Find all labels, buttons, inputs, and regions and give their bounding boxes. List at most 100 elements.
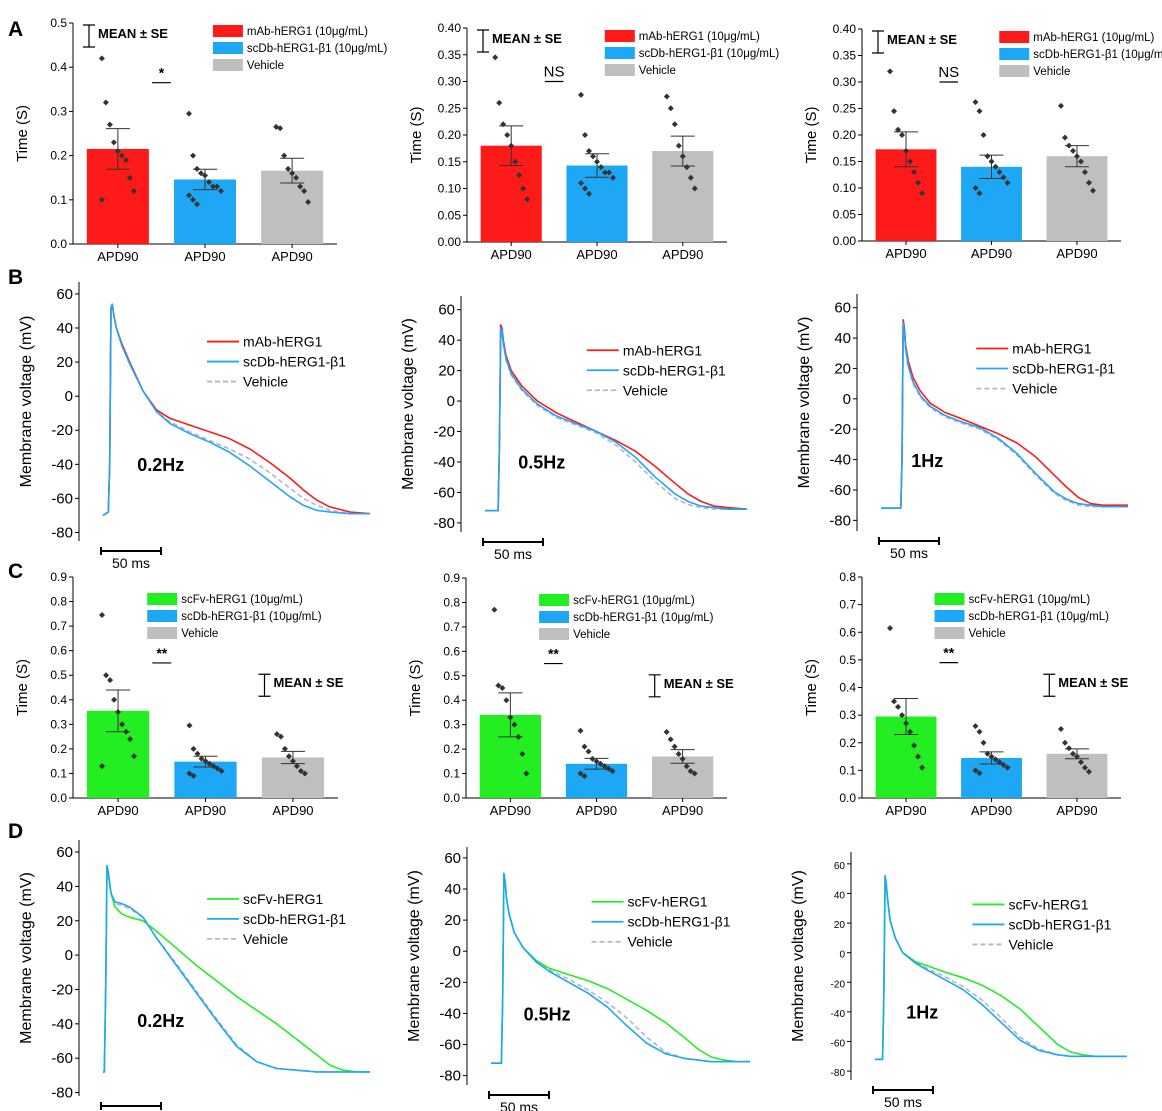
frequency-label: 1Hz [911, 451, 943, 471]
bar-2 [1046, 156, 1108, 241]
data-point [602, 169, 608, 176]
legend-label-1: scDb-hERG1-β1 [628, 914, 731, 930]
y-axis-label: Time (S) [14, 105, 31, 162]
trace-scdb-herg1-1 [485, 327, 747, 512]
y-tick-label: 0.30 [438, 75, 462, 89]
data-point [194, 201, 200, 208]
y-tick-label: 0 [839, 950, 845, 961]
bar-chart-C3: 0.0 0.1 0.2 0.3 0.4 0.5 0.6 0.7 0.8 Time (S) APD90… [803, 570, 1129, 818]
data-point [524, 196, 531, 203]
y-tick-label: -60 [51, 1050, 73, 1067]
data-point [285, 165, 292, 172]
y-tick-label: 0.2 [443, 742, 460, 756]
legend-swatch-1 [212, 42, 243, 54]
panel-letter-B: B [8, 266, 23, 289]
legend-label-2: Vehicle [243, 931, 288, 947]
y-tick-label: 0.7 [839, 598, 856, 612]
category-label: APD90 [491, 247, 532, 262]
data-point [919, 190, 926, 197]
data-point [1077, 759, 1084, 766]
data-point [198, 170, 204, 177]
data-point [281, 152, 288, 159]
mean-se-symbol [1043, 673, 1056, 697]
y-tick-label: 0 [65, 388, 73, 405]
data-point [980, 132, 987, 138]
legend-label-2: Vehicle [247, 60, 284, 72]
bar-2 [261, 757, 325, 798]
data-point [1004, 179, 1011, 186]
data-point [594, 158, 600, 165]
data-point [601, 763, 608, 770]
data-point [500, 121, 507, 128]
y-tick-label: 0.9 [443, 571, 460, 585]
data-point [218, 187, 224, 194]
data-point [577, 770, 584, 777]
panel-letter-D: D [8, 820, 23, 843]
data-point [1073, 153, 1080, 160]
y-tick-label: 0.8 [839, 570, 856, 584]
data-point [899, 712, 906, 719]
data-point [992, 756, 999, 763]
data-point [667, 105, 674, 112]
data-point [582, 132, 588, 138]
category-label: APD90 [185, 803, 226, 818]
y-tick-label: 0.5 [50, 16, 67, 30]
data-point [127, 736, 134, 743]
line-chart-D2: -80 -60 -40 -20 0 20 40 60 Membrane voltage (mV)… [406, 847, 750, 1111]
category-label: APD90 [662, 247, 703, 262]
data-point [895, 703, 902, 710]
y-tick-label: 0 [843, 391, 851, 408]
data-point [585, 748, 592, 755]
y-tick-label: 0.00 [833, 234, 857, 248]
legend-swatch-0 [212, 25, 243, 37]
data-point [1000, 174, 1007, 181]
data-point [887, 625, 894, 632]
data-point [499, 685, 506, 691]
y-tick-label: 40 [834, 330, 851, 347]
y-tick-label: -60 [831, 1039, 846, 1050]
data-point [115, 709, 122, 716]
data-point [1004, 764, 1011, 771]
mean-se-symbol [258, 673, 271, 697]
y-tick-label: -20 [829, 421, 851, 438]
category-label: APD90 [1056, 803, 1097, 818]
frequency-label: 0.5Hz [518, 452, 565, 472]
y-tick-label: 0.0 [50, 791, 67, 805]
data-point [301, 770, 308, 777]
y-tick-label: 0.3 [443, 718, 460, 732]
y-tick-label: 40 [834, 890, 846, 901]
data-point [1061, 134, 1068, 141]
data-point [578, 91, 584, 98]
data-point [206, 179, 212, 186]
y-tick-label: -80 [51, 524, 73, 541]
data-point [586, 148, 592, 155]
data-point [915, 179, 922, 186]
y-tick-label: 0.5 [50, 668, 67, 682]
y-tick-label: 0.20 [438, 128, 462, 142]
y-axis-label: Membrane voltage (mV) [18, 872, 35, 1044]
data-point [1065, 142, 1072, 149]
data-point [194, 165, 200, 172]
data-point [123, 728, 130, 735]
data-point [496, 99, 503, 106]
data-point [980, 739, 987, 746]
data-point [523, 770, 530, 777]
bar-1 [961, 166, 1022, 241]
trace-scdb-herg1-1 [491, 872, 750, 1064]
bar-chart-C2: 0.0 0.1 0.2 0.3 0.4 0.5 0.6 0.7 0.8 0.9 Time (S) AP… [407, 571, 734, 818]
y-tick-label: 0.6 [839, 625, 856, 639]
category-label: APD90 [184, 249, 225, 264]
data-point [186, 722, 193, 729]
bar-1 [174, 761, 237, 798]
data-point [190, 152, 196, 159]
scale-bar-label: 50 ms [890, 545, 928, 561]
panel-letter-C: C [8, 560, 23, 583]
data-point [610, 174, 616, 181]
data-point [671, 121, 678, 128]
legend-swatch-0 [604, 30, 635, 42]
y-tick-label: 0.5 [443, 669, 460, 683]
y-tick-label: 0.6 [443, 644, 460, 658]
legend-label-2: Vehicle [639, 65, 676, 77]
legend-label-1: scDb-hERG1-β1 (10μg/mL) [969, 611, 1110, 623]
data-point [1069, 147, 1076, 154]
